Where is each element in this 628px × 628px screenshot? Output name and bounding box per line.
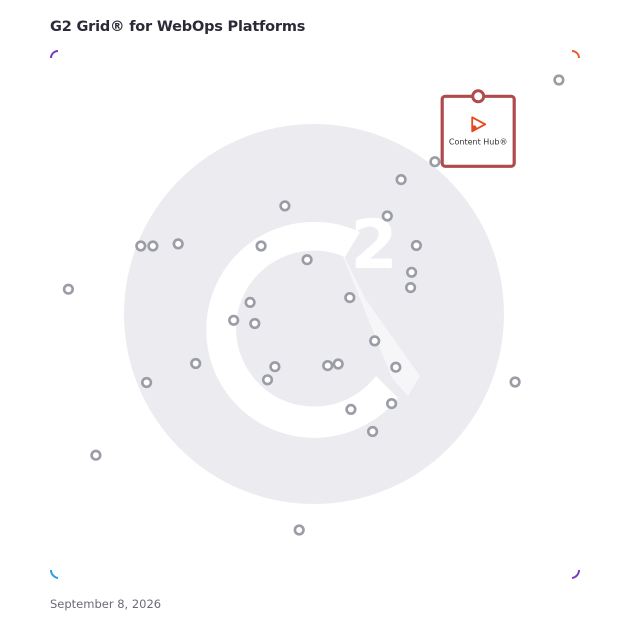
chart-title: G2 Grid® for WebOps Platforms	[50, 19, 306, 35]
product-point-7[interactable]	[147, 240, 159, 252]
product-point-26[interactable]	[141, 376, 153, 389]
product-point-30[interactable]	[367, 425, 379, 438]
product-point-5[interactable]	[381, 210, 393, 222]
product-point-1[interactable]	[553, 74, 565, 86]
product-point-11[interactable]	[301, 254, 313, 266]
product-point-9[interactable]	[172, 238, 184, 250]
product-point-15[interactable]	[344, 292, 356, 304]
data-points	[62, 74, 565, 536]
product-point-2[interactable]	[429, 156, 441, 168]
product-point-28[interactable]	[386, 398, 398, 410]
grid-date: September 8, 2026	[50, 597, 162, 611]
product-point-17[interactable]	[228, 314, 240, 326]
product-point-23[interactable]	[269, 361, 281, 373]
product-point-27[interactable]	[261, 374, 274, 386]
product-point-18[interactable]	[249, 317, 261, 330]
product-point-24[interactable]	[390, 361, 402, 373]
product-point-16[interactable]	[244, 296, 256, 309]
highlighted-product[interactable]: Content Hub®	[440, 89, 516, 168]
product-point-25[interactable]	[509, 376, 521, 388]
product-point-32[interactable]	[293, 524, 305, 536]
product-point-12[interactable]	[406, 266, 418, 278]
g2-watermark-logo: 2	[124, 124, 504, 504]
content-hub-marker-box[interactable]	[440, 94, 516, 168]
product-point-8[interactable]	[135, 240, 147, 252]
product-point-6[interactable]	[410, 239, 423, 252]
product-point-20[interactable]	[332, 358, 344, 370]
content-hub-label: Content Hub®	[449, 137, 508, 146]
product-point-14[interactable]	[62, 283, 74, 295]
product-point-10[interactable]	[255, 240, 267, 252]
content-hub-logo-icon	[471, 116, 487, 133]
product-point-13[interactable]	[405, 282, 417, 294]
product-point-4[interactable]	[279, 200, 291, 212]
product-point-3[interactable]	[395, 174, 407, 186]
product-point-22[interactable]	[190, 357, 202, 370]
product-point-19[interactable]	[369, 335, 381, 347]
product-point-29[interactable]	[345, 403, 357, 416]
content-hub-marker-pin	[471, 89, 486, 104]
product-point-31[interactable]	[90, 449, 102, 461]
product-point-21[interactable]	[322, 360, 334, 372]
